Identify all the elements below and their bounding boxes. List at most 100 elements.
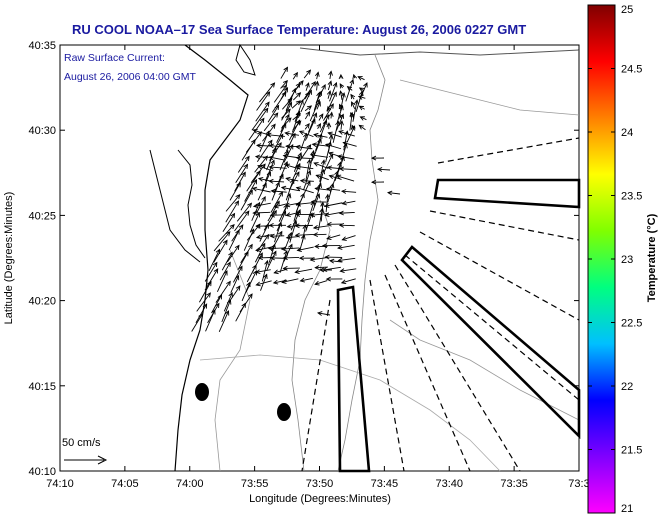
current-vector xyxy=(328,258,343,264)
bay-shoreline xyxy=(177,149,206,259)
x-axis-ticks: 74:10 74:05 74:00 73:55 73:50 73:45 73:40 73:35… xyxy=(46,45,590,490)
current-vector xyxy=(280,246,300,252)
current-vector xyxy=(240,243,253,264)
scale-label: 50 cm/s xyxy=(62,437,101,449)
current-vector xyxy=(257,255,272,261)
colorbar-tick-label: 22.5 xyxy=(621,318,642,330)
colorbar-tick-label: 24 xyxy=(621,127,633,139)
current-vector xyxy=(370,155,385,161)
current-vector xyxy=(326,105,332,112)
current-vector xyxy=(310,199,327,205)
current-vector xyxy=(337,244,355,250)
current-vector xyxy=(304,123,310,130)
current-vector xyxy=(282,255,300,261)
current-vector xyxy=(269,212,285,218)
depth-contour-offshore xyxy=(199,354,501,472)
x-tick-label: 73:55 xyxy=(241,478,269,490)
current-vector xyxy=(270,230,283,252)
current-vector xyxy=(340,278,356,285)
current-vector xyxy=(324,211,343,217)
current-vector xyxy=(227,244,240,263)
current-vector xyxy=(251,107,269,131)
current-vector xyxy=(254,154,272,160)
current-vector xyxy=(315,174,329,181)
current-vector xyxy=(195,303,208,324)
current-vector xyxy=(358,124,366,131)
current-vector xyxy=(358,105,365,111)
current-vector xyxy=(299,277,313,283)
current-vector xyxy=(285,211,301,217)
current-vector xyxy=(259,82,276,103)
current-vector xyxy=(327,131,342,138)
current-vector xyxy=(320,201,325,222)
colorbar-tick-label: 21 xyxy=(621,503,633,515)
current-vector xyxy=(336,113,344,131)
current-vector xyxy=(319,159,326,182)
y-tick-label: 40:15 xyxy=(28,381,56,393)
current-vector xyxy=(338,210,355,216)
current-vector xyxy=(313,132,328,138)
current-vector xyxy=(305,158,312,182)
buoy-marker xyxy=(277,403,291,421)
current-vector xyxy=(257,182,267,201)
current-vector xyxy=(311,142,329,148)
current-vector xyxy=(337,155,345,173)
current-vector xyxy=(263,112,279,132)
current-vector xyxy=(245,131,262,153)
current-vector xyxy=(256,143,271,148)
chart-title: RU COOL NOAA–17 Sea Surface Temperature:… xyxy=(72,22,526,37)
current-vector xyxy=(339,268,357,274)
x-tick-label: 73:50 xyxy=(306,478,334,490)
current-vector xyxy=(304,110,311,120)
current-vector xyxy=(326,221,343,227)
current-vector xyxy=(328,111,334,119)
current-vector xyxy=(284,131,300,136)
annotation-line-2: August 26, 2006 04:00 GMT xyxy=(64,71,197,83)
current-vector xyxy=(351,101,356,109)
nj-coastline xyxy=(174,44,249,472)
current-vector xyxy=(255,269,271,275)
current-vector xyxy=(252,202,271,209)
current-vector xyxy=(324,254,343,260)
current-vector xyxy=(326,90,332,99)
current-vector xyxy=(294,99,304,122)
current-vector xyxy=(236,202,253,222)
current-vector xyxy=(304,118,316,141)
y-tick-label: 40:20 xyxy=(28,296,56,308)
current-vector xyxy=(296,246,314,253)
current-vector xyxy=(339,83,345,89)
current-vector xyxy=(316,101,321,110)
current-vector xyxy=(215,280,231,303)
colorbar-ticks: 21 21.5 22 22.5 23 23.5 24 24.5 25 xyxy=(588,4,642,515)
current-vector xyxy=(341,200,356,206)
y-tick-label: 40:25 xyxy=(28,210,56,222)
current-vector xyxy=(292,113,301,121)
current-vector xyxy=(282,153,299,159)
current-vector xyxy=(251,186,271,193)
current-vector xyxy=(319,114,330,133)
current-vector xyxy=(281,278,299,284)
current-vector xyxy=(256,139,273,163)
x-axis-label: Longitude (Degrees:Minutes) xyxy=(249,493,391,505)
current-vector xyxy=(350,112,355,119)
current-vector xyxy=(252,210,271,216)
current-vector xyxy=(291,100,301,109)
current-vector xyxy=(280,113,290,133)
current-vector xyxy=(282,265,300,271)
current-vector xyxy=(351,124,356,130)
current-vector xyxy=(325,276,343,282)
current-vector xyxy=(255,234,273,240)
study-region-outlines xyxy=(336,178,581,473)
current-vector xyxy=(213,231,231,252)
current-vector xyxy=(323,103,334,121)
current-vector xyxy=(294,268,313,274)
x-tick-label: 73:40 xyxy=(435,478,463,490)
current-vector xyxy=(298,130,314,138)
current-vector xyxy=(338,90,344,100)
current-vector xyxy=(268,222,286,228)
current-vector xyxy=(268,143,285,149)
colorbar-label: Temperature (°C) xyxy=(646,213,658,302)
current-vector xyxy=(273,268,287,275)
current-vector xyxy=(294,80,304,92)
current-vector xyxy=(270,188,287,194)
